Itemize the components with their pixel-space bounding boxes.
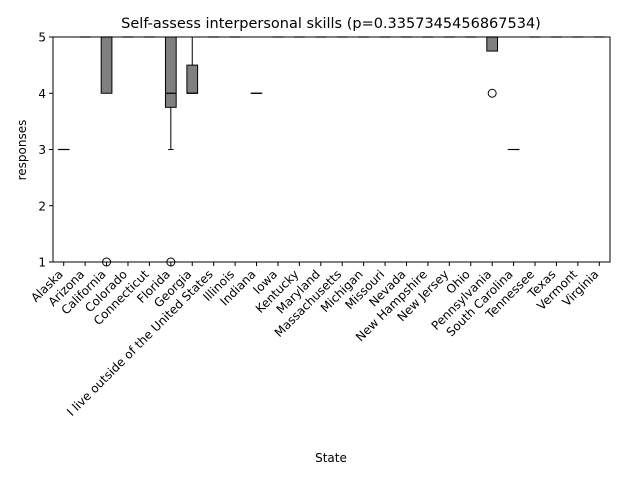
box-group: [186, 36, 199, 94]
x-axis-label: State: [315, 451, 347, 465]
box: [100, 36, 113, 94]
box: [164, 36, 177, 108]
plot-frame: [52, 36, 611, 263]
box-group: [100, 36, 113, 267]
y-axis: 1 2 3 4 5: [38, 31, 53, 270]
box-group: [486, 36, 499, 98]
y-tick-label: 1: [38, 256, 46, 270]
box: [486, 36, 499, 52]
y-tick-label: 4: [38, 87, 46, 101]
box: [186, 64, 199, 94]
plot-area: [57, 36, 606, 267]
outlier-point: [487, 88, 497, 98]
y-tick-label: 3: [38, 143, 46, 157]
y-axis-label: responses: [15, 120, 29, 181]
x-axis: AlaskaArizonaCaliforniaColoradoConnectic…: [28, 262, 601, 419]
chart-title: Self-assess interpersonal skills (p=0.33…: [121, 16, 541, 32]
y-tick-label: 2: [38, 199, 46, 213]
y-tick-label: 5: [38, 31, 46, 45]
box-group: [164, 36, 177, 267]
